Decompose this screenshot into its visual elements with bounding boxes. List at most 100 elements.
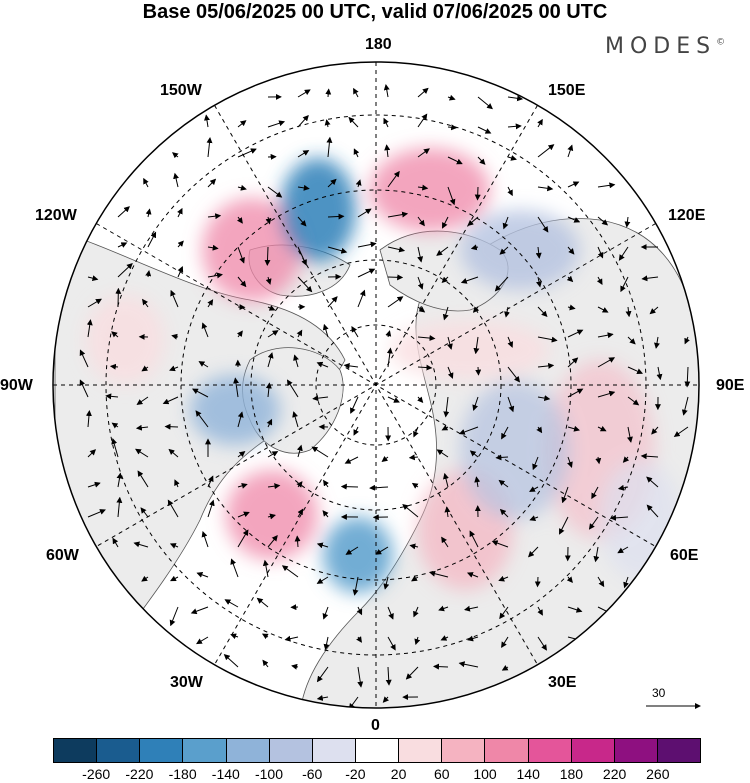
- wind-vector-arrow: [237, 148, 257, 158]
- wind-vector-arrow: [477, 156, 486, 165]
- wind-vector-arrow: [597, 332, 614, 339]
- longitude-label-150w: 150W: [160, 82, 202, 99]
- wind-vector-arrow: [597, 576, 605, 588]
- wind-vector-arrow: [224, 599, 239, 608]
- colorbar-ticks: -260 -220 -180 -140 -100 -60 -20 20 60 100 140 180 2…: [0, 766, 750, 782]
- wind-vector-arrow: [417, 364, 433, 371]
- wind-vector-arrow: [469, 450, 479, 458]
- wind-vector-arrow: [447, 366, 454, 379]
- wind-vector-arrow: [355, 179, 362, 188]
- wind-vector-arrow: [387, 636, 396, 651]
- wind-vector-arrow: [196, 572, 209, 578]
- longitude-label-150e: 150E: [548, 82, 586, 99]
- wind-vector-arrow: [588, 516, 599, 530]
- wind-vector-arrow: [169, 606, 179, 627]
- wind-vector-arrow: [417, 148, 430, 158]
- wind-vector-arrow: [262, 659, 269, 668]
- wind-vector-arrow: [651, 426, 659, 435]
- wind-vector-arrow: [281, 565, 299, 578]
- wind-vector-arrow: [460, 276, 479, 284]
- wind-vector-arrow: [537, 606, 543, 616]
- wind-vector-arrow: [649, 306, 659, 315]
- wind-vector-arrow: [297, 150, 310, 158]
- wind-vector-arrow: [267, 535, 278, 548]
- wind-vector-arrow: [143, 177, 149, 188]
- colorbar-tick-label: 100: [473, 766, 497, 782]
- colorbar-tick-label: 60: [434, 766, 450, 782]
- wind-vector-arrow: [382, 696, 389, 703]
- colorbar-tick-label: -60: [302, 766, 323, 782]
- wind-vector-arrow: [597, 357, 616, 368]
- wind-vector-arrow: [237, 184, 247, 191]
- wind-vector-arrow: [323, 636, 330, 651]
- colorbar-tick-label: 180: [559, 766, 584, 782]
- wind-vector-arrow: [529, 515, 539, 521]
- wind-vector-arrow: [417, 87, 429, 98]
- wind-vector-arrow: [162, 396, 179, 405]
- wind-vector-arrow: [464, 605, 479, 612]
- wind-vector-arrow: [567, 216, 581, 223]
- wind-vector-arrow: [507, 155, 517, 161]
- wind-vector-arrow: [384, 144, 391, 158]
- wind-vector-arrow: [442, 216, 449, 229]
- colorbar-swatch: [140, 739, 184, 762]
- wind-vector-arrow: [438, 605, 449, 612]
- wind-vector-arrow: [507, 366, 521, 383]
- wind-vector-arrow: [441, 424, 449, 431]
- wind-vector-arrow: [495, 454, 509, 461]
- wind-vector-arrow: [646, 504, 659, 518]
- anomaly-negative: [323, 517, 393, 593]
- wind-vector-arrow: [190, 606, 209, 615]
- wind-vector-arrow: [87, 449, 97, 458]
- wind-vector-arrow: [498, 575, 509, 582]
- wind-vector-arrow: [262, 559, 269, 578]
- wind-vector-arrow: [105, 393, 119, 400]
- wind-vector-arrow: [173, 172, 179, 188]
- wind-vector-arrow: [357, 289, 366, 308]
- wind-vector-arrow: [640, 453, 659, 460]
- wind-vector-arrow: [79, 349, 89, 368]
- wind-vector-arrow: [207, 213, 222, 220]
- wind-vector-arrow: [267, 451, 279, 458]
- wind-vector-arrow: [567, 329, 584, 338]
- wind-vector-arrow: [413, 606, 419, 618]
- wind-vector-arrow: [267, 483, 281, 490]
- wind-vector-arrow: [387, 246, 406, 253]
- wind-vector-arrow: [499, 606, 509, 620]
- wind-vector-arrow: [566, 275, 574, 283]
- anomaly-negative: [280, 158, 356, 262]
- wind-vector-arrow: [597, 425, 607, 432]
- wind-vector-arrow: [207, 299, 214, 308]
- wind-vector-arrow: [383, 117, 389, 128]
- wind-vector-arrow: [237, 529, 249, 548]
- colorbar-tick-label: -140: [211, 766, 240, 782]
- wind-vector-arrow: [537, 118, 543, 128]
- wind-vector-arrow: [297, 508, 304, 518]
- wind-vector-arrow: [536, 276, 542, 288]
- wind-vector-arrow: [357, 241, 377, 248]
- wind-vector-arrow: [477, 96, 493, 110]
- reference-vector-label: 30: [652, 686, 666, 700]
- wind-vector-arrow: [297, 114, 309, 128]
- colorbar-swatch: [269, 739, 313, 762]
- wind-vector-arrow: [316, 666, 329, 683]
- wind-vector-arrow: [297, 184, 310, 191]
- colorbar-swatch: [614, 739, 658, 762]
- colorbar-tick-label: -20: [345, 766, 366, 782]
- wind-vector-arrow: [168, 448, 179, 458]
- wind-vector-arrow: [353, 426, 359, 436]
- wind-vector-arrow: [381, 455, 389, 463]
- wind-vector-arrow: [316, 694, 329, 701]
- wind-vector-arrow: [316, 542, 329, 549]
- wind-vector-arrow: [386, 347, 393, 368]
- wind-vector-arrow: [207, 272, 223, 279]
- wind-vector-arrow: [141, 575, 149, 582]
- wind-vector-arrow: [236, 330, 243, 338]
- wind-vector-arrow: [267, 120, 286, 128]
- wind-vector-arrow: [567, 606, 583, 613]
- wind-vector-arrow: [567, 304, 576, 311]
- wind-vector-arrow: [266, 418, 273, 428]
- wind-vector-arrow: [172, 152, 179, 159]
- wind-vector-arrow: [475, 366, 482, 376]
- colorbar-swatch: [657, 739, 701, 762]
